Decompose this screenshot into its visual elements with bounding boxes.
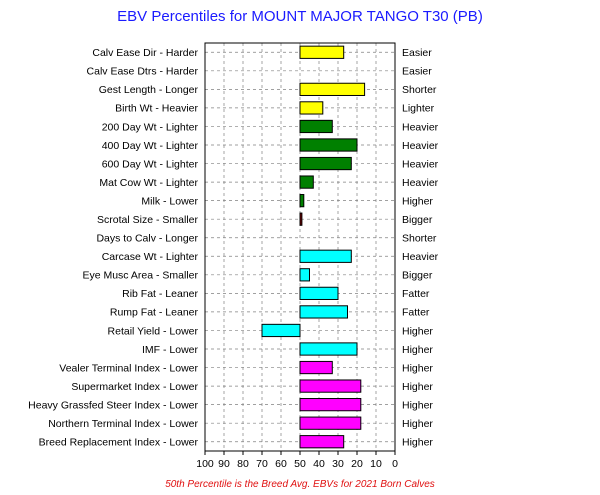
category-label: Rib Fat - Leaner bbox=[122, 288, 198, 300]
category-label: Supermarket Index - Lower bbox=[71, 381, 198, 393]
bar bbox=[299, 101, 324, 115]
x-tick-label: 100 bbox=[196, 458, 214, 470]
bar bbox=[299, 175, 314, 189]
bar bbox=[299, 342, 358, 356]
x-tick-label: 0 bbox=[392, 458, 398, 470]
category-label: Breed Replacement Index - Lower bbox=[39, 437, 199, 449]
category-label: Days to Calv - Longer bbox=[96, 233, 198, 245]
chart-title: EBV Percentiles for MOUNT MAJOR TANGO T3… bbox=[117, 8, 483, 25]
x-tick-label: 10 bbox=[370, 458, 382, 470]
direction-label: Higher bbox=[402, 381, 433, 393]
bar bbox=[299, 286, 339, 300]
bar bbox=[299, 416, 362, 430]
category-label: Heavy Grassfed Steer Index - Lower bbox=[28, 399, 198, 411]
bar bbox=[299, 435, 345, 449]
bar bbox=[299, 249, 352, 263]
direction-label: Higher bbox=[402, 399, 433, 411]
x-tick-label: 50 bbox=[294, 458, 306, 470]
bar bbox=[299, 194, 305, 208]
direction-label: Heavier bbox=[402, 177, 439, 189]
direction-label: Shorter bbox=[402, 233, 437, 245]
x-tick-label: 90 bbox=[218, 458, 230, 470]
direction-label: Heavier bbox=[402, 140, 439, 152]
bar bbox=[299, 360, 333, 375]
x-tick-label: 80 bbox=[237, 458, 249, 470]
direction-label: Higher bbox=[402, 362, 433, 374]
category-label: Scrotal Size - Smaller bbox=[97, 214, 198, 226]
bar bbox=[299, 268, 310, 282]
category-label: Retail Yield - Lower bbox=[108, 325, 199, 337]
direction-label: Higher bbox=[402, 418, 433, 430]
direction-label: Easier bbox=[402, 47, 432, 59]
category-label: Rump Fat - Leaner bbox=[110, 307, 199, 319]
direction-label: Heavier bbox=[402, 158, 439, 170]
category-label: Northern Terminal Index - Lower bbox=[48, 418, 198, 430]
bar bbox=[261, 323, 301, 338]
x-tick-label: 30 bbox=[332, 458, 344, 470]
bar bbox=[299, 82, 366, 96]
category-label: Eye Musc Area - Smaller bbox=[82, 270, 198, 282]
bar bbox=[299, 156, 352, 171]
direction-label: Fatter bbox=[402, 288, 430, 300]
x-tick-label: 60 bbox=[275, 458, 287, 470]
category-label: 400 Day Wt - Lighter bbox=[102, 140, 199, 152]
direction-label: Bigger bbox=[402, 270, 433, 282]
direction-label: Bigger bbox=[402, 214, 433, 226]
direction-label: Higher bbox=[402, 344, 433, 356]
bar bbox=[299, 398, 362, 412]
x-tick-label: 40 bbox=[313, 458, 325, 470]
plot-area: Calv Ease Dir - Harder Easier Calv Ease Dt… bbox=[28, 42, 439, 470]
bar bbox=[299, 212, 303, 226]
category-label: Vealer Terminal Index - Lower bbox=[59, 362, 198, 374]
bar bbox=[299, 45, 345, 59]
category-label: IMF - Lower bbox=[142, 344, 199, 356]
category-label: Calv Ease Dtrs - Harder bbox=[87, 66, 199, 78]
category-label: 600 Day Wt - Lighter bbox=[102, 158, 199, 170]
direction-label: Shorter bbox=[402, 84, 437, 96]
direction-label: Heavier bbox=[402, 121, 439, 133]
direction-label: Higher bbox=[402, 195, 433, 207]
category-label: Milk - Lower bbox=[141, 195, 198, 207]
category-label: Carcase Wt - Lighter bbox=[102, 251, 199, 263]
direction-label: Fatter bbox=[402, 307, 430, 319]
direction-label: Lighter bbox=[402, 103, 435, 115]
category-label: Gest Length - Longer bbox=[99, 84, 199, 96]
direction-label: Easier bbox=[402, 66, 432, 78]
bar bbox=[299, 138, 358, 152]
x-tick-label: 20 bbox=[351, 458, 363, 470]
category-label: Birth Wt - Heavier bbox=[115, 103, 198, 115]
category-label: Calv Ease Dir - Harder bbox=[92, 47, 198, 59]
bar bbox=[299, 379, 362, 393]
direction-label: Higher bbox=[402, 437, 433, 449]
chart-footnote: 50th Percentile is the Breed Avg. EBVs f… bbox=[165, 479, 435, 490]
bar bbox=[299, 305, 348, 319]
category-label: 200 Day Wt - Lighter bbox=[102, 121, 199, 133]
direction-label: Higher bbox=[402, 325, 433, 337]
x-tick-label: 70 bbox=[256, 458, 268, 470]
direction-label: Heavier bbox=[402, 251, 439, 263]
bar bbox=[299, 119, 333, 134]
category-label: Mat Cow Wt - Lighter bbox=[99, 177, 198, 189]
